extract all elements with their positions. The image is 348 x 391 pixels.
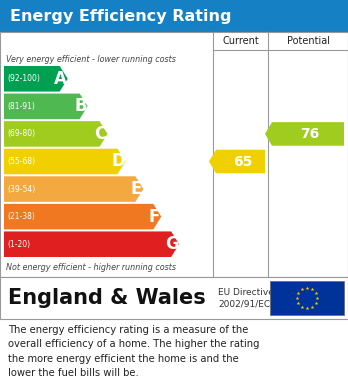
Text: B: B xyxy=(74,97,87,115)
Text: 65: 65 xyxy=(233,154,252,169)
Text: A: A xyxy=(54,70,67,88)
Text: F: F xyxy=(149,208,160,226)
Text: (1-20): (1-20) xyxy=(7,240,30,249)
Text: (92-100): (92-100) xyxy=(7,74,40,83)
Text: England & Wales: England & Wales xyxy=(8,288,206,308)
Text: (21-38): (21-38) xyxy=(7,212,35,221)
Text: (55-68): (55-68) xyxy=(7,157,35,166)
Polygon shape xyxy=(4,231,179,257)
Text: C: C xyxy=(94,125,106,143)
Polygon shape xyxy=(4,176,143,202)
Bar xyxy=(0,277,348,319)
Text: Energy Efficiency Rating: Energy Efficiency Rating xyxy=(10,9,231,23)
Text: EU Directive
2002/91/EC: EU Directive 2002/91/EC xyxy=(218,288,274,308)
Polygon shape xyxy=(209,150,265,173)
Polygon shape xyxy=(4,149,125,174)
Polygon shape xyxy=(4,93,88,119)
Bar xyxy=(270,281,344,315)
Polygon shape xyxy=(4,204,161,230)
Text: E: E xyxy=(130,180,142,198)
Text: G: G xyxy=(165,235,179,253)
Text: Very energy efficient - lower running costs: Very energy efficient - lower running co… xyxy=(6,54,176,63)
Polygon shape xyxy=(4,66,68,91)
Bar xyxy=(0,0,348,32)
Text: Not energy efficient - higher running costs: Not energy efficient - higher running co… xyxy=(6,262,176,271)
Text: (39-54): (39-54) xyxy=(7,185,35,194)
Text: D: D xyxy=(112,152,125,170)
Text: 76: 76 xyxy=(300,127,319,141)
Text: The energy efficiency rating is a measure of the
overall efficiency of a home. T: The energy efficiency rating is a measur… xyxy=(8,325,260,378)
Text: (81-91): (81-91) xyxy=(7,102,35,111)
Text: (69-80): (69-80) xyxy=(7,129,35,138)
Text: Potential: Potential xyxy=(286,36,330,46)
Polygon shape xyxy=(4,121,108,147)
Text: Current: Current xyxy=(222,36,259,46)
Bar xyxy=(0,32,348,277)
Polygon shape xyxy=(265,122,344,146)
